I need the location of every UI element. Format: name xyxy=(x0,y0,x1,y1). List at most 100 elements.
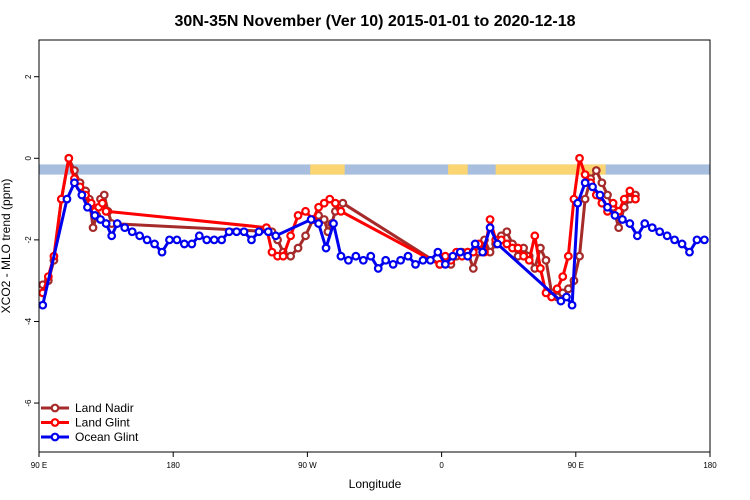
data-point-land-glint xyxy=(101,206,111,216)
data-point-ocean-glint xyxy=(127,227,137,237)
y-tick-label: -6 xyxy=(24,399,33,407)
data-point-ocean-glint xyxy=(595,190,605,200)
data-point-ocean-glint xyxy=(157,247,167,257)
data-point-ocean-glint xyxy=(351,251,361,261)
data-point-ocean-glint xyxy=(588,182,597,192)
x-tick-label: 90 E xyxy=(568,461,584,470)
chart-title: 30N-35N November (Ver 10) 2015-01-01 to … xyxy=(174,13,575,30)
data-point-ocean-glint xyxy=(165,235,174,245)
data-point-ocean-glint xyxy=(321,243,331,253)
data-point-ocean-glint xyxy=(263,227,273,237)
data-point-ocean-glint xyxy=(640,219,650,228)
data-point-ocean-glint xyxy=(38,300,48,310)
data-point-ocean-glint xyxy=(625,219,635,228)
data-point-ocean-glint xyxy=(101,219,111,228)
data-point-ocean-glint xyxy=(603,202,612,212)
data-point-land-glint xyxy=(558,272,568,281)
data-point-ocean-glint xyxy=(194,231,204,241)
data-point-land-glint xyxy=(513,243,523,253)
y-tick-label: -4 xyxy=(24,317,33,325)
data-point-land-nadir xyxy=(99,190,109,200)
data-point-land-glint xyxy=(608,198,618,208)
legend-label: Land Nadir xyxy=(75,401,134,415)
data-point-ocean-glint xyxy=(580,178,590,188)
data-point-land-glint xyxy=(319,198,329,208)
data-point-land-glint xyxy=(563,251,573,261)
data-point-ocean-glint xyxy=(493,239,502,249)
data-point-ocean-glint xyxy=(418,255,428,265)
plot-frame xyxy=(38,39,711,453)
data-point-ocean-glint xyxy=(142,235,152,245)
data-point-ocean-glint xyxy=(448,251,458,261)
data-point-ocean-glint xyxy=(202,235,212,245)
data-point-land-glint xyxy=(580,170,590,180)
data-point-ocean-glint xyxy=(70,178,79,188)
data-point-ocean-glint xyxy=(217,235,227,245)
land-band xyxy=(310,164,345,175)
data-point-land-glint xyxy=(325,194,335,204)
y-tick-label: -2 xyxy=(24,236,33,244)
data-point-ocean-glint xyxy=(396,255,405,265)
data-point-ocean-glint xyxy=(224,227,234,237)
data-point-ocean-glint xyxy=(96,215,105,224)
data-point-land-nadir xyxy=(293,243,303,253)
land-band xyxy=(448,164,468,175)
data-point-ocean-glint xyxy=(336,251,346,261)
data-point-ocean-glint xyxy=(239,227,249,237)
data-point-ocean-glint xyxy=(632,231,642,241)
data-point-ocean-glint xyxy=(647,223,657,233)
data-point-land-glint xyxy=(330,198,340,208)
x-tick-label: 90 E xyxy=(31,461,47,470)
data-point-land-glint xyxy=(485,215,495,224)
series-line-ocean-glint xyxy=(41,181,705,307)
data-point-ocean-glint xyxy=(655,227,665,237)
data-point-land-glint xyxy=(267,247,277,257)
data-point-ocean-glint xyxy=(179,239,189,249)
data-point-land-nadir xyxy=(286,251,296,261)
data-point-land-nadir xyxy=(563,284,573,294)
legend-item-land-nadir: Land Nadir xyxy=(41,401,134,415)
data-point-ocean-glint xyxy=(485,223,495,233)
data-point-land-glint xyxy=(336,206,346,216)
data-point-ocean-glint xyxy=(172,235,182,245)
data-point-ocean-glint xyxy=(314,219,323,228)
data-point-ocean-glint xyxy=(455,247,465,257)
data-point-land-glint xyxy=(97,198,107,208)
data-point-land-glint xyxy=(530,231,540,241)
data-point-ocean-glint xyxy=(209,235,219,245)
land-band xyxy=(495,164,606,175)
data-point-ocean-glint xyxy=(77,190,87,200)
data-point-ocean-glint xyxy=(358,255,368,265)
data-point-ocean-glint xyxy=(232,227,241,237)
legend-swatch-marker xyxy=(50,403,60,413)
x-tick-label: 180 xyxy=(703,461,717,470)
data-point-ocean-glint xyxy=(685,247,694,257)
data-point-land-nadir xyxy=(591,166,601,175)
data-point-land-glint xyxy=(286,231,296,241)
data-point-ocean-glint xyxy=(150,239,159,249)
data-point-ocean-glint xyxy=(344,255,353,265)
data-point-land-nadir xyxy=(319,215,329,224)
data-point-ocean-glint xyxy=(670,235,679,245)
data-point-ocean-glint xyxy=(135,231,145,241)
data-point-ocean-glint xyxy=(567,300,577,310)
data-point-ocean-glint xyxy=(426,255,435,265)
data-point-land-nadir xyxy=(580,194,590,204)
data-point-ocean-glint xyxy=(329,219,338,228)
data-point-land-nadir xyxy=(541,255,551,265)
data-point-ocean-glint xyxy=(373,264,383,273)
data-point-ocean-glint xyxy=(388,259,398,269)
data-point-ocean-glint xyxy=(463,251,473,261)
data-point-ocean-glint xyxy=(90,211,100,220)
series-layer xyxy=(38,153,709,310)
data-point-ocean-glint xyxy=(478,247,488,257)
surface-band xyxy=(39,164,710,175)
data-point-ocean-glint xyxy=(187,239,197,249)
data-point-ocean-glint xyxy=(112,219,122,228)
data-point-land-glint xyxy=(631,194,640,204)
x-axis-label: Longitude xyxy=(349,477,402,491)
data-point-land-glint xyxy=(502,239,512,249)
data-point-ocean-glint xyxy=(120,223,130,233)
